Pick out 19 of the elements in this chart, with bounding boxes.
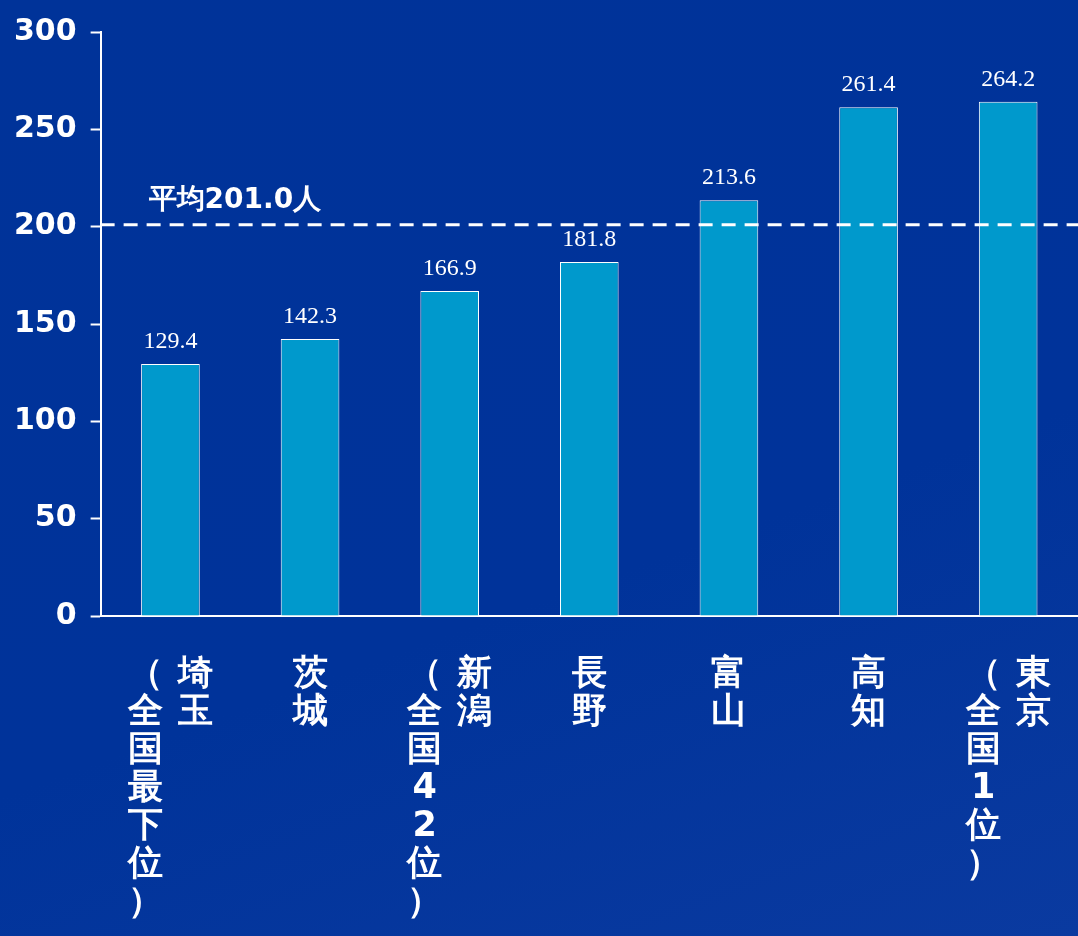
- x-tick-label: 高知: [850, 652, 888, 730]
- data-label: 213.6: [701, 163, 756, 190]
- data-label: 142.3: [283, 302, 338, 329]
- x-tick-label: 長野: [570, 652, 608, 730]
- y-tick-label: 300: [14, 11, 77, 47]
- x-tick-label: 茨城: [291, 652, 329, 730]
- y-tick-label: 250: [14, 109, 77, 145]
- data-label: 261.4: [841, 70, 896, 97]
- y-tick-label: 100: [14, 401, 77, 437]
- data-label: 129.4: [143, 327, 198, 354]
- y-tick-label: 0: [55, 595, 77, 631]
- x-tick-label: 富山: [710, 652, 748, 730]
- y-tick-label: 150: [14, 303, 77, 339]
- data-label: 166.9: [422, 254, 477, 281]
- data-label: 264.2: [981, 64, 1036, 91]
- y-tick-label: 50: [34, 498, 77, 534]
- data-label: 181.8: [562, 225, 617, 252]
- ref-line-label: 平均201.0人: [147, 182, 323, 215]
- y-tick-label: 200: [14, 206, 77, 242]
